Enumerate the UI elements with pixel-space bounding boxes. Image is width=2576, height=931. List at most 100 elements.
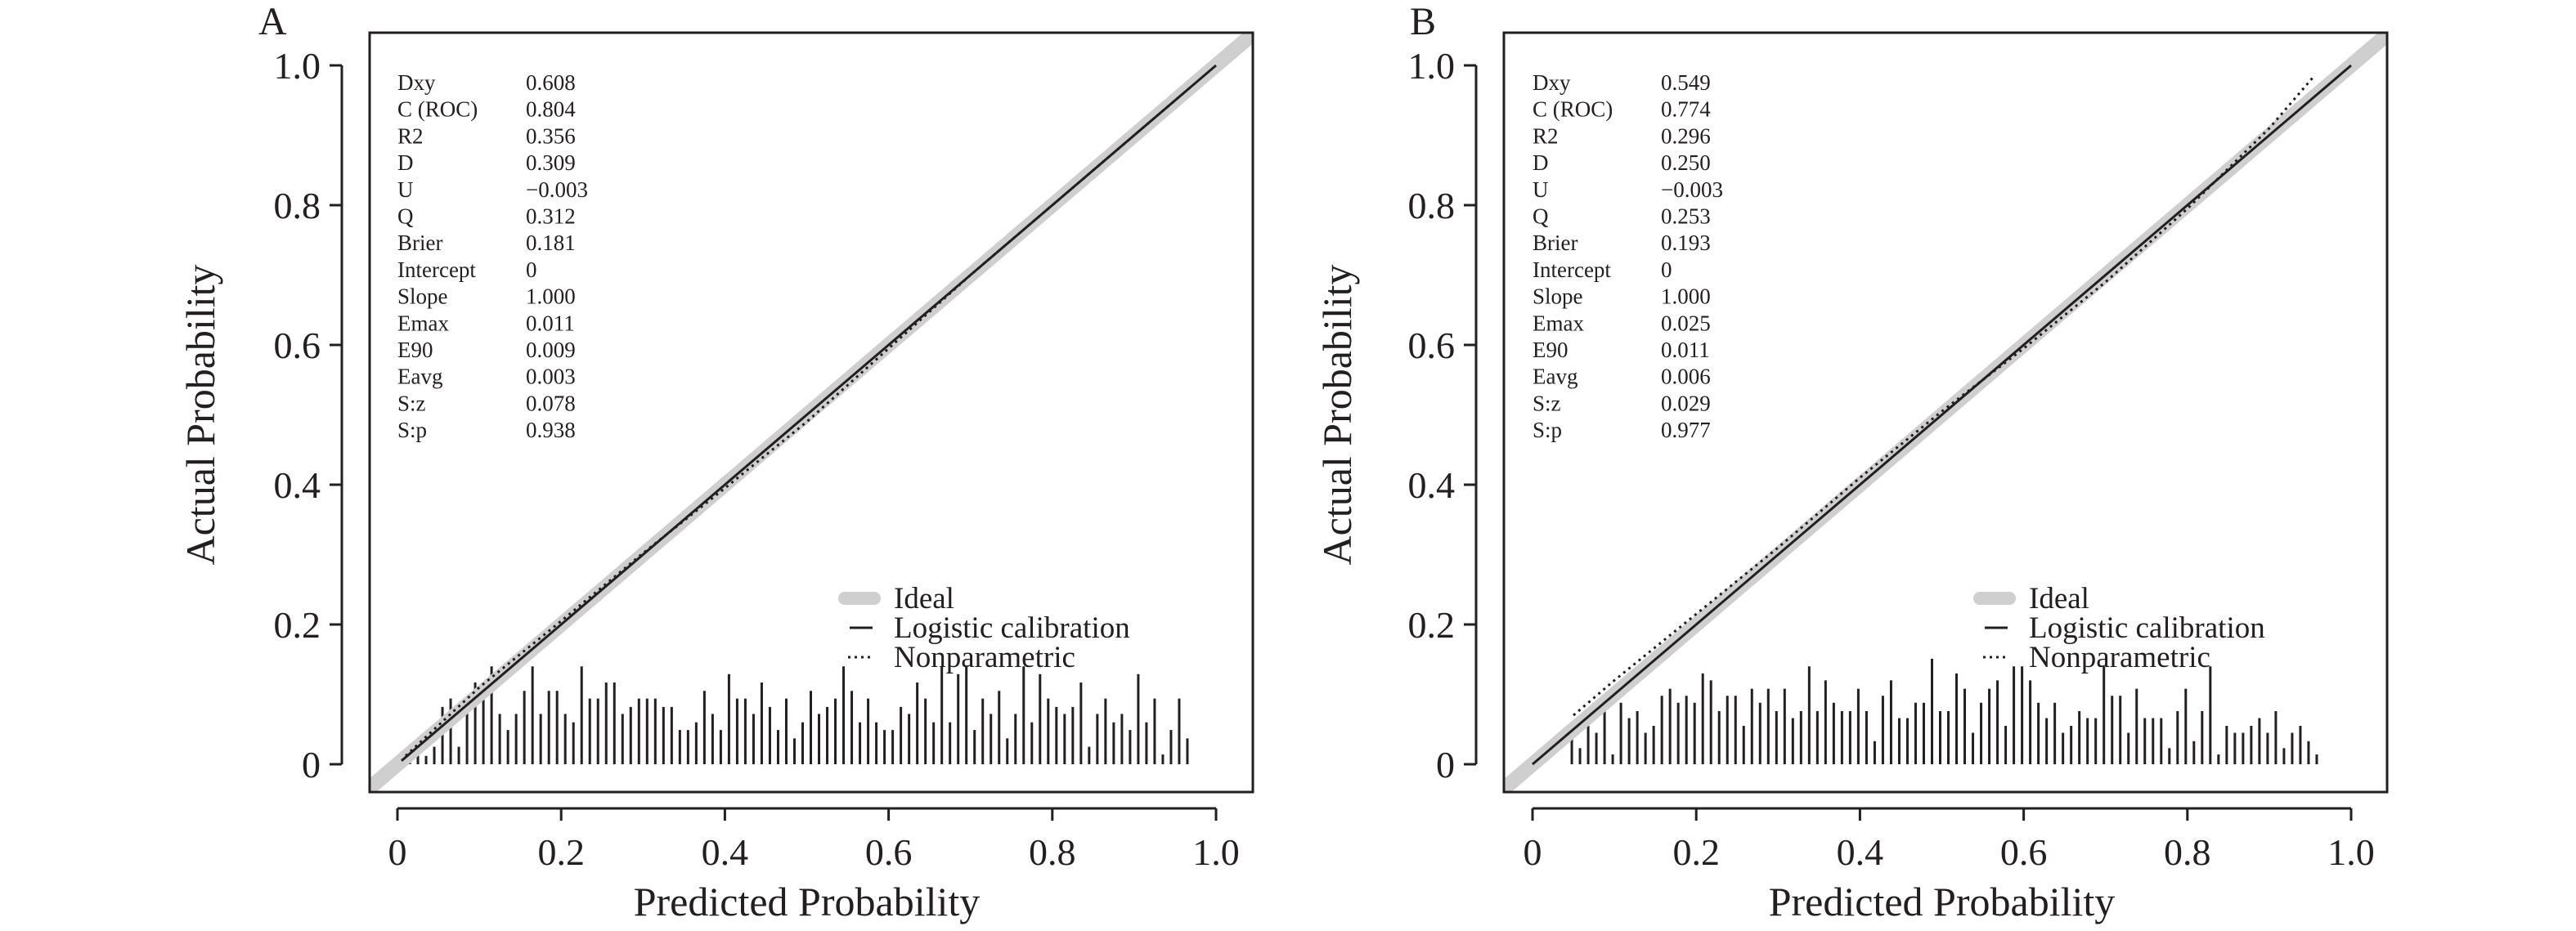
stat-name: E90: [1533, 338, 1568, 362]
stat-name: Emax: [397, 311, 449, 335]
y-axis-title: Actual Probability: [1314, 265, 1360, 566]
stat-value: −0.003: [1661, 177, 1723, 202]
stat-value: 0.977: [1661, 418, 1711, 442]
stat-name: S:z: [1533, 391, 1561, 415]
logistic-calibration-line: [401, 64, 1217, 762]
y-axis: 0 0.2 0.4 0.6 0.8 1.0 Actual Probability: [1314, 45, 1478, 786]
x-tick-label: 1.0: [2327, 831, 2375, 873]
stat-name: C (ROC): [397, 97, 478, 122]
y-tick-label: 0: [1436, 744, 1455, 786]
stat-name: Dxy: [397, 70, 436, 95]
stat-name: Dxy: [1533, 70, 1571, 95]
stat-name: U: [397, 177, 414, 202]
y-tick-label: 0.2: [1408, 604, 1456, 646]
panel-label: A: [258, 0, 287, 43]
stat-value: 0.181: [526, 231, 576, 255]
y-tick-label: 0.8: [274, 185, 321, 226]
x-tick-label: 0.8: [1029, 831, 1076, 873]
stat-value: 0.029: [1661, 391, 1711, 415]
histogram: [400, 666, 1189, 764]
stat-value: 0.250: [1661, 150, 1711, 175]
stat-value: 0.003: [526, 365, 576, 389]
x-tick-label: 0.8: [2164, 831, 2211, 873]
series-group: [370, 33, 1253, 792]
panel-label: B: [1410, 0, 1436, 43]
legend-label: Ideal: [2029, 582, 2089, 615]
stat-value: 1.000: [526, 284, 576, 309]
stat-value: 0.025: [1661, 311, 1711, 335]
stat-name: S:z: [397, 391, 426, 415]
x-tick-label: 0.6: [2000, 831, 2048, 873]
x-axis-title: Predicted Probability: [1769, 879, 2116, 924]
stat-value: 0.009: [526, 338, 576, 362]
legend-label: Nonparametric: [894, 641, 1075, 674]
stat-value: 0.253: [1661, 204, 1711, 229]
stat-value: 0: [526, 257, 537, 282]
stat-name: Intercept: [397, 257, 476, 282]
stat-name: R2: [397, 123, 424, 148]
y-tick-label: 0.6: [274, 325, 321, 366]
stat-value: 0.608: [526, 70, 576, 95]
stat-name: S:p: [397, 418, 427, 442]
stat-value: 0.774: [1661, 97, 1711, 122]
stat-value: 0.006: [1661, 365, 1711, 389]
x-axis: 0 0.2 0.4 0.6 0.8 1.0 Predicted Probability: [1524, 807, 2375, 924]
logistic-calibration-line: [1532, 64, 2352, 766]
stat-value: 0.296: [1661, 123, 1711, 148]
x-tick-label: 0.2: [537, 831, 585, 873]
stat-name: Slope: [397, 284, 448, 309]
stat-name: D: [397, 150, 414, 175]
plot-frame: [1502, 31, 2389, 794]
y-tick-label: 0.4: [1408, 464, 1456, 506]
stat-name: Q: [397, 204, 414, 229]
x-tick-label: 0.4: [1837, 831, 1884, 873]
stat-value: 1.000: [1661, 284, 1711, 309]
y-tick-label: 0.6: [1408, 325, 1456, 366]
stat-value: 0.356: [526, 123, 576, 148]
plot-frame: [368, 31, 1254, 794]
stat-name: R2: [1533, 123, 1559, 148]
y-tick-label: 0.8: [1408, 185, 1456, 226]
stat-name: Eavg: [1533, 365, 1577, 389]
stat-name: C (ROC): [1533, 97, 1613, 122]
y-tick-label: 0.2: [274, 604, 321, 646]
statistics-table: Dxy 0.549 C (ROC) 0.774 R2 0.296 D 0.250 U −0.003…: [1533, 70, 1723, 442]
x-axis: 0 0.2 0.4 0.6 0.8 1.0 Predicted Probability: [388, 807, 1240, 924]
statistics-table: Dxy 0.608 C (ROC) 0.804 R2 0.356 D 0.309 U −0.003…: [397, 70, 588, 442]
stat-name: Brier: [1533, 231, 1577, 255]
stat-value: −0.003: [526, 177, 588, 202]
legend-label: Ideal: [894, 582, 954, 615]
stat-name: Intercept: [1533, 257, 1611, 282]
stat-value: 0.193: [1661, 231, 1711, 255]
stat-name: D: [1533, 150, 1549, 175]
y-tick-label: 0: [302, 744, 321, 786]
series-group: [1504, 33, 2387, 792]
y-tick-label: 1.0: [274, 45, 321, 87]
legend-label: Nonparametric: [2029, 641, 2210, 674]
stat-value: 0.312: [526, 204, 576, 229]
stat-name: Eavg: [397, 365, 442, 389]
x-tick-label: 0: [388, 831, 407, 873]
legend-label: Logistic calibration: [894, 611, 1130, 645]
x-axis-title: Predicted Probability: [634, 879, 981, 924]
stat-name: Q: [1533, 204, 1549, 229]
stat-value: 0.804: [526, 97, 576, 122]
x-tick-label: 0: [1524, 831, 1542, 873]
y-tick-label: 0.4: [274, 464, 321, 506]
nonparametric-line: [1573, 74, 2316, 717]
stat-name: Emax: [1533, 311, 1584, 335]
stat-name: S:p: [1533, 418, 1562, 442]
stat-name: U: [1533, 177, 1549, 202]
x-tick-label: 0.4: [702, 831, 749, 873]
stat-value: 0.078: [526, 391, 576, 415]
stat-value: 0: [1661, 257, 1672, 282]
stat-value: 0.938: [526, 418, 576, 442]
legend-label: Logistic calibration: [2029, 611, 2265, 645]
stat-name: Brier: [397, 231, 442, 255]
x-tick-label: 1.0: [1192, 831, 1240, 873]
y-axis: 0 0.2 0.4 0.6 0.8 1.0 Actual Probability: [177, 45, 343, 786]
